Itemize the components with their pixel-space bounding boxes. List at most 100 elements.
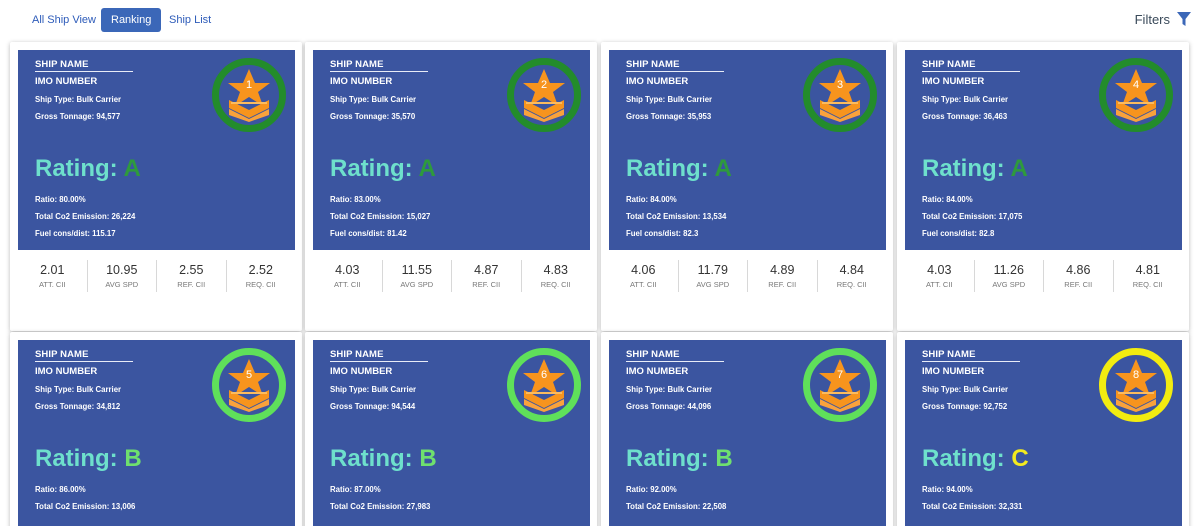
- gross-tonnage: Gross Tonnage: 94,544: [330, 402, 416, 411]
- rank-ring: [1099, 348, 1173, 422]
- stat-value: 4.06: [631, 263, 656, 277]
- rank-ring: [803, 348, 877, 422]
- ship-info-panel: SHIP NAME IMO NUMBER Ship Type: Bulk Carri…: [18, 340, 295, 526]
- rank-badge: 5: [212, 348, 286, 422]
- ship-card[interactable]: SHIP NAME IMO NUMBER Ship Type: Bulk Carri…: [305, 42, 597, 331]
- rating-label: Rating:: [626, 155, 709, 182]
- filters-label: Filters: [1134, 11, 1170, 27]
- cii-stats: 4.03 ATT. CII 11.26 AVG SPD 4.86 REF. CII 4.81…: [905, 258, 1182, 298]
- rating-grade: B: [715, 445, 733, 472]
- rating-label: Rating:: [330, 445, 413, 472]
- rank-chevron-star-icon: [819, 359, 861, 412]
- tab-ranking[interactable]: Ranking: [101, 8, 162, 32]
- rating: Rating: B: [35, 445, 142, 473]
- ship-info-panel: SHIP NAME IMO NUMBER Ship Type: Bulk Carri…: [18, 50, 295, 250]
- stat-value: 4.86: [1066, 263, 1091, 277]
- ship-type: Ship Type: Bulk Carrier: [922, 385, 1009, 394]
- ship-card[interactable]: SHIP NAME IMO NUMBER Ship Type: Bulk Carri…: [10, 332, 302, 526]
- ratio: Ratio: 80.00%: [35, 195, 86, 204]
- rank-ring: [507, 58, 581, 132]
- divider: [922, 71, 1020, 72]
- ship-card[interactable]: SHIP NAME IMO NUMBER Ship Type: Bulk Carri…: [601, 332, 893, 526]
- stat-value: 4.84: [839, 263, 864, 277]
- rating-grade: A: [714, 155, 732, 182]
- rating: Rating: A: [330, 155, 436, 183]
- ship-info-panel: SHIP NAME IMO NUMBER Ship Type: Bulk Carri…: [905, 340, 1182, 526]
- ship-type: Ship Type: Bulk Carrier: [35, 385, 122, 394]
- divider: [35, 361, 133, 362]
- ship-name-label: SHIP NAME: [626, 349, 680, 360]
- ratio: Ratio: 86.00%: [35, 485, 86, 494]
- stat-value: 11.55: [401, 263, 432, 277]
- rating: Rating: B: [330, 445, 437, 473]
- ship-name-label: SHIP NAME: [922, 349, 976, 360]
- tab-all-ship-view[interactable]: All Ship View: [32, 14, 96, 26]
- ship-card[interactable]: SHIP NAME IMO NUMBER Ship Type: Bulk Carri…: [305, 332, 597, 526]
- divider: [922, 361, 1020, 362]
- rank-number: 2: [540, 79, 548, 91]
- rating-grade: A: [123, 155, 141, 182]
- filters-button[interactable]: Filters: [1135, 11, 1192, 27]
- divider: [330, 361, 428, 362]
- gross-tonnage: Gross Tonnage: 94,577: [35, 112, 121, 121]
- ship-name-label: SHIP NAME: [626, 59, 680, 70]
- gross-tonnage: Gross Tonnage: 34,812: [35, 402, 121, 411]
- ratio: Ratio: 94.00%: [922, 485, 973, 494]
- ratio: Ratio: 84.00%: [626, 195, 677, 204]
- stat-label: ATT. CII: [38, 280, 66, 289]
- ship-type: Ship Type: Bulk Carrier: [330, 95, 417, 104]
- ratio: Ratio: 87.00%: [330, 485, 381, 494]
- rating-label: Rating:: [35, 445, 118, 472]
- ship-type: Ship Type: Bulk Carrier: [626, 385, 713, 394]
- imo-number-label: IMO NUMBER: [922, 76, 985, 87]
- gross-tonnage: Gross Tonnage: 44,096: [626, 402, 712, 411]
- rank-chevron-star-icon: [523, 359, 565, 412]
- rank-badge: 3: [803, 58, 877, 132]
- rank-chevron-star-icon: [819, 69, 861, 122]
- rating: Rating: B: [626, 445, 733, 473]
- stat-att-cii: 4.06 ATT. CII: [609, 260, 679, 292]
- gross-tonnage: Gross Tonnage: 36,463: [922, 112, 1008, 121]
- stat-value: 4.81: [1135, 263, 1160, 277]
- stat-avg-spd: 11.26 AVG SPD: [975, 260, 1044, 292]
- stat-label: REF. CII: [1064, 280, 1093, 289]
- rank-badge: 2: [507, 58, 581, 132]
- ship-type: Ship Type: Bulk Carrier: [330, 385, 417, 394]
- rank-number: 8: [1132, 369, 1140, 381]
- rank-number: 4: [1132, 79, 1140, 91]
- ship-type: Ship Type: Bulk Carrier: [626, 95, 713, 104]
- rank-ring: [803, 58, 877, 132]
- divider: [35, 71, 133, 72]
- gross-tonnage: Gross Tonnage: 35,570: [330, 112, 416, 121]
- stat-label: REQ. CII: [836, 280, 867, 289]
- rank-ring: [212, 348, 286, 422]
- co2-emission: Total Co2 Emission: 27,983: [330, 502, 431, 511]
- ratio: Ratio: 83.00%: [330, 195, 381, 204]
- stat-value: 10.95: [106, 263, 138, 277]
- rank-ring: [1099, 58, 1173, 132]
- rank-chevron-star-icon: [228, 69, 270, 122]
- stat-label: REQ. CII: [245, 280, 276, 289]
- stat-label: AVG SPD: [992, 280, 1026, 289]
- rank-number: 7: [836, 369, 844, 381]
- ship-name-label: SHIP NAME: [330, 349, 384, 360]
- ship-card[interactable]: SHIP NAME IMO NUMBER Ship Type: Bulk Carri…: [897, 42, 1189, 331]
- gross-tonnage: Gross Tonnage: 92,752: [922, 402, 1008, 411]
- rank-chevron-star-icon: [1115, 69, 1157, 122]
- ship-card[interactable]: SHIP NAME IMO NUMBER Ship Type: Bulk Carri…: [10, 42, 302, 331]
- rating-grade: A: [418, 155, 436, 182]
- rank-badge: 6: [507, 348, 581, 422]
- rank-number: 1: [245, 79, 253, 91]
- tab-ship-list[interactable]: Ship List: [169, 14, 212, 26]
- ship-card[interactable]: SHIP NAME IMO NUMBER Ship Type: Bulk Carri…: [897, 332, 1189, 526]
- co2-emission: Total Co2 Emission: 17,075: [922, 212, 1023, 221]
- ship-card[interactable]: SHIP NAME IMO NUMBER Ship Type: Bulk Carri…: [601, 42, 893, 331]
- stat-value: 11.26: [993, 263, 1024, 277]
- rating: Rating: A: [922, 155, 1028, 183]
- ratio: Ratio: 92.00%: [626, 485, 677, 494]
- rating-label: Rating:: [330, 155, 413, 182]
- rating: Rating: A: [35, 155, 141, 183]
- stat-value: 2.55: [179, 263, 204, 277]
- rank-badge: 8: [1099, 348, 1173, 422]
- stat-value: 4.83: [543, 263, 568, 277]
